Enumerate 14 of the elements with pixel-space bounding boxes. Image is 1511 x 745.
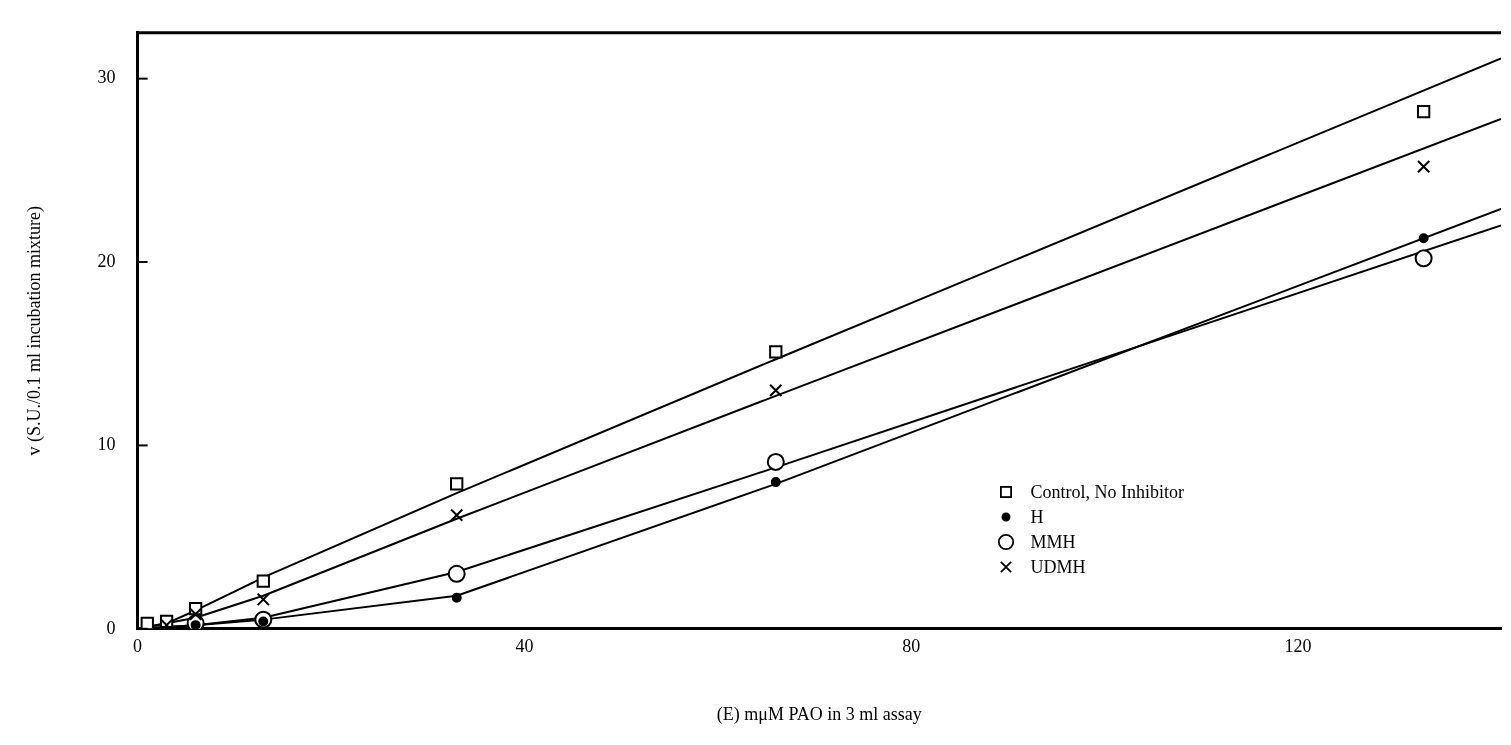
- legend-label: H: [1030, 505, 1044, 529]
- x-tick-label: 40: [515, 636, 534, 657]
- legend-label: UDMH: [1030, 555, 1086, 579]
- y-tick-label: 20: [97, 250, 116, 271]
- y-tick-label: 10: [97, 434, 116, 455]
- x-tick-label: 0: [133, 636, 143, 657]
- y-tick-label: 0: [106, 617, 116, 638]
- legend-label: MMH: [1030, 530, 1076, 554]
- y-axis-title: v (S.U./0.1 ml incubation mixture): [23, 206, 45, 456]
- x-tick-label: 80: [902, 636, 921, 657]
- x-axis-title: (E) mμM PAO in 3 ml assay: [716, 703, 922, 725]
- x-tick-label: 120: [1284, 636, 1312, 657]
- y-tick-label: 30: [97, 67, 116, 88]
- legend-label: Control, No Inhibitor: [1030, 480, 1185, 504]
